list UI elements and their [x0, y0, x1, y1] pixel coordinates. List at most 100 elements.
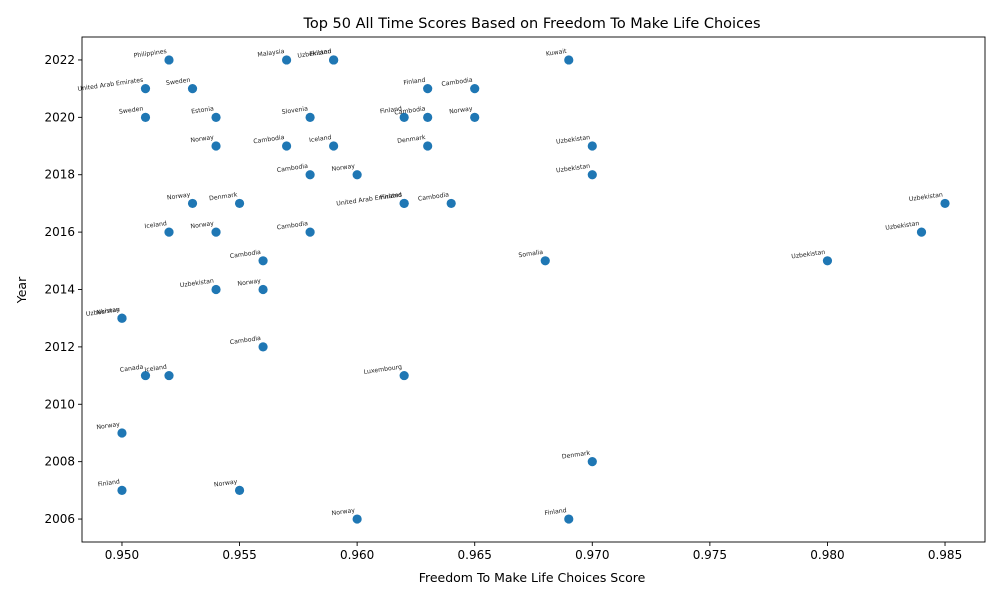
point-label: Somalia: [518, 249, 544, 259]
point-label: Sweden: [119, 105, 144, 115]
y-tick-label: 2008: [44, 455, 75, 469]
x-axis-label: Freedom To Make Life Choices Score: [419, 570, 646, 585]
x-tick-label: 0.970: [575, 548, 609, 562]
scatter-point: [329, 141, 339, 151]
point-label: Norway: [190, 134, 215, 144]
point-label: Cambodia: [229, 249, 261, 260]
scatter-point: [352, 170, 362, 180]
point-label: Denmark: [397, 134, 427, 145]
point-label: Cambodia: [441, 77, 473, 88]
scatter-point: [281, 55, 292, 65]
point-label: Estonia: [191, 105, 215, 115]
y-axis: 2006 2008 2010 2012 2014 2016 2018 2020 2022: [44, 53, 82, 526]
y-tick-label: 2010: [44, 397, 75, 411]
scatter-point: [587, 170, 597, 180]
y-tick-label: 2020: [44, 110, 75, 124]
scatter-point: [117, 313, 127, 323]
point-label: Finland: [380, 105, 403, 115]
point-label: Cambodia: [229, 335, 261, 346]
scatter-point: [564, 55, 574, 65]
x-tick-label: 0.955: [222, 548, 256, 562]
scatter-point: [587, 457, 597, 467]
scatter-point: [164, 55, 174, 65]
point-label: Denmark: [561, 450, 591, 461]
point-label: Sweden: [166, 77, 191, 87]
point-label: Cambodia: [276, 163, 308, 174]
scatter-point: [187, 198, 198, 209]
point-label: Uzbekistan: [179, 278, 214, 290]
point-label: Finland: [309, 48, 332, 58]
point-label: Cambodia: [418, 191, 450, 202]
scatter-point: [140, 84, 151, 94]
point-label: Iceland: [144, 220, 167, 230]
point-label: Cambodia: [276, 220, 308, 231]
scatter-point: [258, 342, 268, 352]
point-label: Norway: [214, 478, 239, 488]
scatter-point: [564, 514, 574, 524]
point-label: Finland: [97, 478, 120, 488]
chart-title: Top 50 All Time Scores Based on Freedom …: [302, 16, 760, 32]
point-label: Uzbekistan: [791, 249, 826, 261]
point-label: Norway: [190, 220, 215, 230]
scatter-point: [164, 227, 174, 237]
point-label: Malaysia: [257, 48, 285, 59]
point-label: Uzbekistan: [908, 191, 943, 203]
point-label: Norway: [96, 421, 121, 431]
scatter-point: [164, 370, 174, 381]
point-label: Uzbekistan: [85, 306, 120, 318]
point-label: Finland: [380, 191, 403, 201]
scatter-point: [305, 227, 315, 237]
scatter-point: [470, 84, 480, 94]
point-label: Luxembourg: [363, 364, 402, 376]
scatter-point: [399, 112, 409, 122]
point-label: Iceland: [144, 364, 167, 374]
point-label: Canada: [119, 364, 143, 374]
x-axis: 0.950 0.955 0.960 0.965 0.970 0.975 0.980 0.985: [105, 542, 962, 562]
scatter-point: [916, 227, 927, 237]
x-tick-label: 0.985: [928, 548, 962, 562]
x-tick-label: 0.980: [810, 548, 844, 562]
point-label: Philippines: [133, 48, 167, 60]
point-label: Norway: [449, 105, 474, 115]
point-label: Norway: [167, 191, 192, 201]
scatter-point: [258, 284, 268, 295]
scatter-point: [305, 170, 315, 180]
scatter-point: [281, 141, 292, 151]
point-label: Norway: [96, 306, 121, 316]
scatter-point: [140, 370, 151, 381]
scatter-point: [423, 84, 433, 94]
points-layer: [117, 55, 950, 524]
scatter-point: [329, 55, 339, 65]
x-tick-label: 0.975: [693, 548, 727, 562]
point-label: Norway: [331, 163, 356, 173]
scatter-point: [423, 141, 433, 151]
point-label: Norway: [237, 278, 262, 288]
scatter-point: [234, 198, 245, 209]
scatter-point: [211, 284, 221, 295]
point-label: Cambodia: [253, 134, 285, 145]
x-tick-label: 0.965: [458, 548, 492, 562]
scatter-point: [446, 198, 456, 209]
y-axis-label: Year: [14, 276, 29, 304]
scatter-point: [399, 370, 409, 381]
point-label: Uzbekistan: [885, 220, 920, 232]
y-tick-label: 2022: [44, 53, 75, 67]
scatter-point: [117, 485, 127, 495]
scatter-point: [352, 514, 362, 524]
y-tick-label: 2012: [44, 340, 75, 354]
x-tick-label: 0.950: [105, 548, 139, 562]
scatter-point: [540, 256, 550, 266]
y-tick-label: 2018: [44, 168, 75, 182]
point-label: Kuwait: [546, 48, 568, 58]
scatter-point: [211, 227, 221, 237]
point-label: Finland: [544, 507, 567, 517]
x-tick-label: 0.960: [340, 548, 374, 562]
scatter-point: [305, 112, 315, 122]
scatter-point: [211, 141, 221, 151]
point-label: Slovenia: [281, 105, 308, 116]
scatter-point: [822, 256, 833, 266]
scatter-point: [140, 112, 151, 122]
point-label: Uzbekistan: [297, 48, 332, 60]
y-tick-label: 2014: [44, 283, 75, 297]
